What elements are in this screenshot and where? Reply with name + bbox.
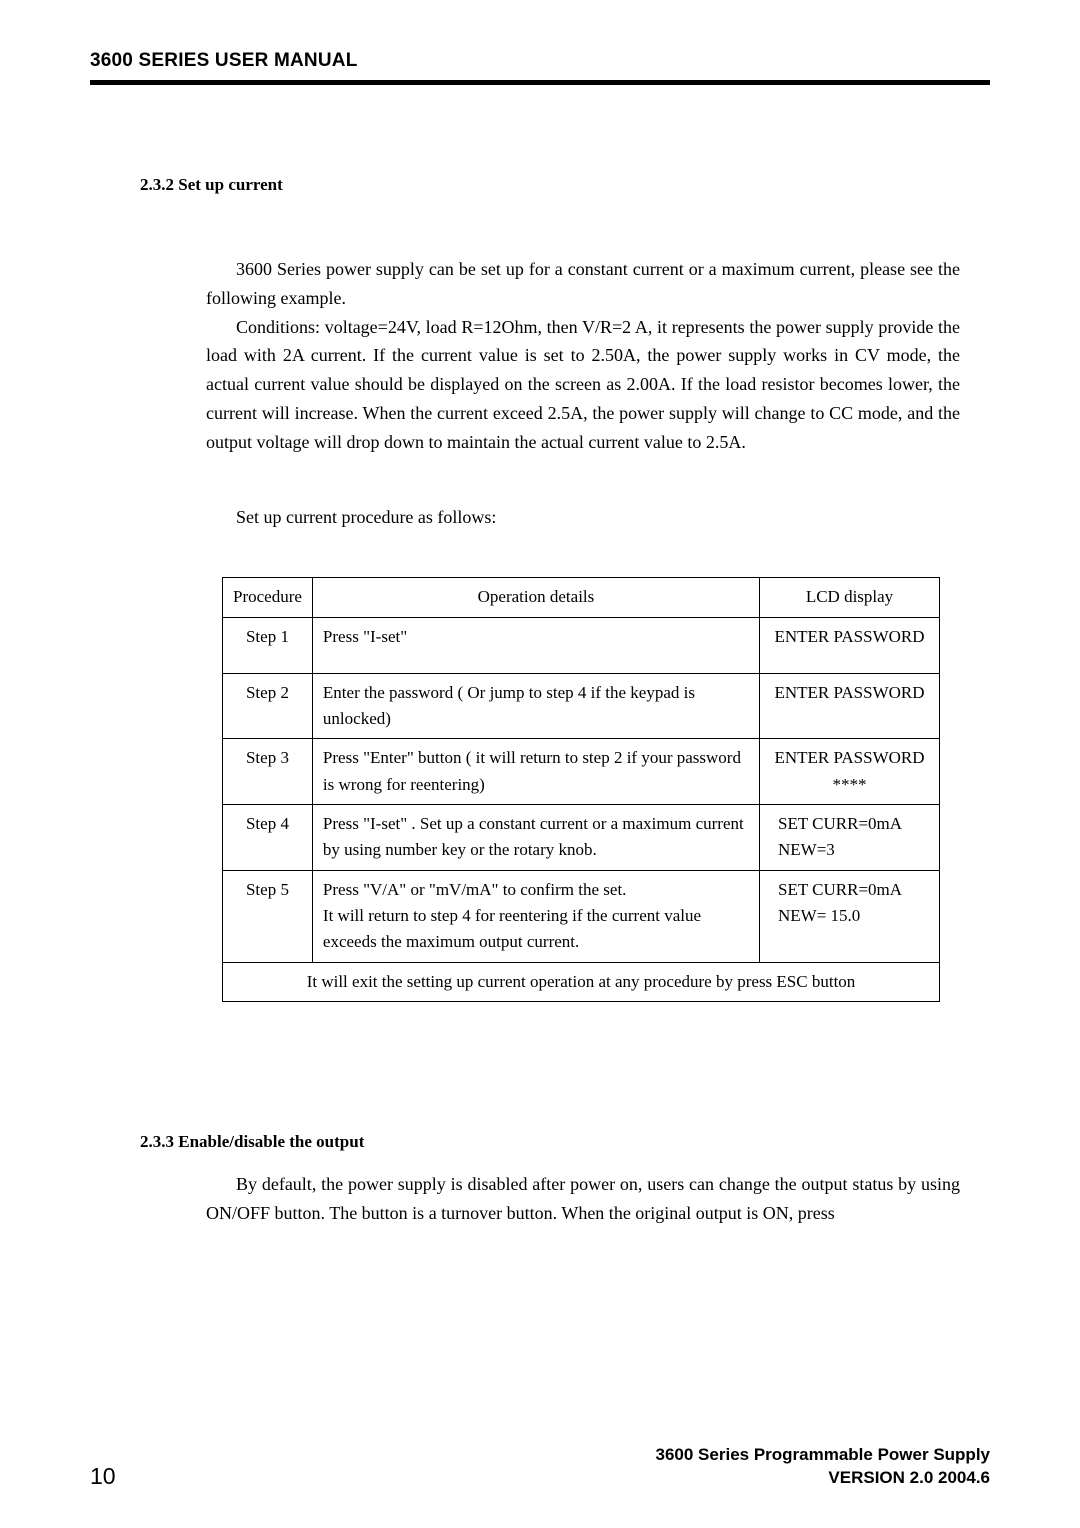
table-row: Step 2Enter the password ( Or jump to st… xyxy=(223,673,940,739)
section-2-3-3-body: By default, the power supply is disabled… xyxy=(206,1170,960,1228)
cell-procedure: Step 3 xyxy=(223,739,313,805)
section-heading-2-3-2: 2.3.2 Set up current xyxy=(140,175,990,195)
footer-line-2: VERSION 2.0 2004.6 xyxy=(656,1467,990,1490)
cell-lcd: SET CURR=0mA NEW=3 xyxy=(760,805,940,871)
table-footer-cell: It will exit the setting up current oper… xyxy=(223,962,940,1001)
cell-operation: Press "Enter" button ( it will return to… xyxy=(312,739,759,805)
page-number: 10 xyxy=(90,1463,116,1490)
header-title: 3600 SERIES USER MANUAL xyxy=(90,50,990,72)
page-footer: 10 3600 Series Programmable Power Supply… xyxy=(90,1444,990,1490)
cell-operation: Press "I-set" xyxy=(312,617,759,673)
cell-procedure: Step 2 xyxy=(223,673,313,739)
table-footer-row: It will exit the setting up current oper… xyxy=(223,962,940,1001)
cell-procedure: Step 4 xyxy=(223,805,313,871)
section-2-3-2-body: 3600 Series power supply can be set up f… xyxy=(206,255,960,531)
cell-operation: Enter the password ( Or jump to step 4 i… xyxy=(312,673,759,739)
cell-operation: Press "I-set" . Set up a constant curren… xyxy=(312,805,759,871)
para-3: Set up current procedure as follows: xyxy=(206,503,960,532)
table-row: Step 3Press "Enter" button ( it will ret… xyxy=(223,739,940,805)
section-heading-2-3-3: 2.3.3 Enable/disable the output xyxy=(140,1132,990,1152)
para-2-1: By default, the power supply is disabled… xyxy=(206,1170,960,1228)
cell-lcd: SET CURR=0mA NEW= 15.0 xyxy=(760,870,940,962)
footer-right: 3600 Series Programmable Power Supply VE… xyxy=(656,1444,990,1490)
table-header-row: Procedure Operation details LCD display xyxy=(223,578,940,617)
footer-line-1: 3600 Series Programmable Power Supply xyxy=(656,1444,990,1467)
para-2: Conditions: voltage=24V, load R=12Ohm, t… xyxy=(206,313,960,457)
cell-lcd: ENTER PASSWORD xyxy=(760,673,940,739)
procedure-table: Procedure Operation details LCD display … xyxy=(222,577,940,1002)
procedure-table-wrap: Procedure Operation details LCD display … xyxy=(222,577,940,1002)
cell-operation: Press "V/A" or "mV/mA" to confirm the se… xyxy=(312,870,759,962)
header-rule xyxy=(90,80,990,85)
col-header-lcd: LCD display xyxy=(760,578,940,617)
table-row: Step 4Press "I-set" . Set up a constant … xyxy=(223,805,940,871)
cell-lcd: ENTER PASSWORD xyxy=(760,617,940,673)
col-header-operation: Operation details xyxy=(312,578,759,617)
table-row: Step 1Press "I-set"ENTER PASSWORD xyxy=(223,617,940,673)
cell-procedure: Step 5 xyxy=(223,870,313,962)
para-1: 3600 Series power supply can be set up f… xyxy=(206,255,960,313)
col-header-procedure: Procedure xyxy=(223,578,313,617)
cell-procedure: Step 1 xyxy=(223,617,313,673)
table-row: Step 5Press "V/A" or "mV/mA" to confirm … xyxy=(223,870,940,962)
cell-lcd: ENTER PASSWORD **** xyxy=(760,739,940,805)
